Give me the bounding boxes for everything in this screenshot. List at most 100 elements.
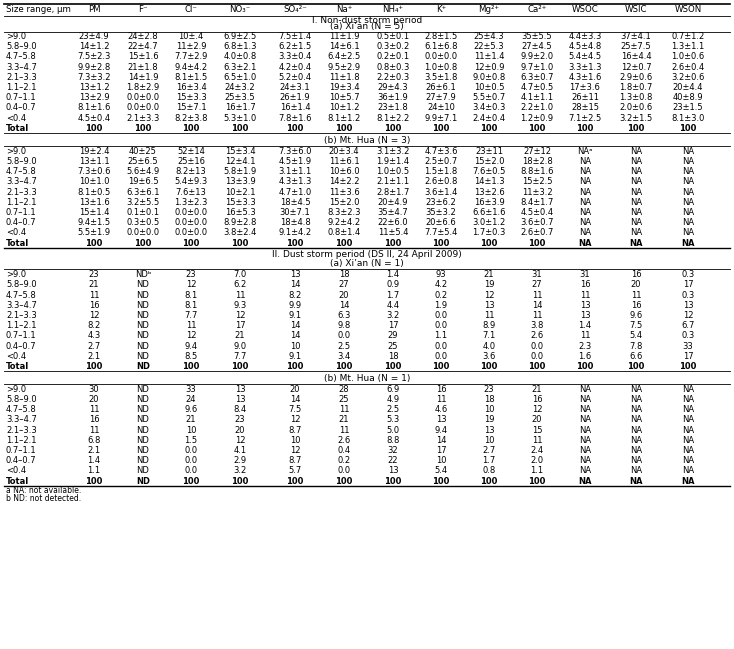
Text: 100: 100 (286, 124, 304, 133)
Text: 0.0: 0.0 (435, 341, 448, 350)
Text: NO₃⁻: NO₃⁻ (229, 5, 250, 14)
Text: 9.0±0.8: 9.0±0.8 (473, 73, 506, 82)
Text: 31: 31 (580, 270, 590, 279)
Text: 11: 11 (89, 405, 99, 414)
Text: 11: 11 (531, 311, 542, 320)
Text: 1.4: 1.4 (87, 456, 101, 465)
Text: 5.8±1.9: 5.8±1.9 (223, 167, 257, 176)
Text: 11±1.4: 11±1.4 (473, 53, 504, 62)
Text: 19±2.4: 19±2.4 (79, 147, 109, 156)
Text: 2.1±3.3: 2.1±3.3 (126, 114, 160, 123)
Text: 0.2: 0.2 (435, 291, 448, 299)
Text: NA: NA (579, 177, 591, 186)
Text: 2.6±0.4: 2.6±0.4 (672, 62, 705, 71)
Text: 8.1±3.0: 8.1±3.0 (672, 114, 705, 123)
Text: 8.4: 8.4 (233, 405, 247, 414)
Text: 3.2±5.5: 3.2±5.5 (126, 198, 159, 206)
Text: 100: 100 (528, 124, 545, 133)
Text: 17: 17 (436, 446, 446, 455)
Text: 10±1.2: 10±1.2 (329, 103, 359, 112)
Text: 1.3±0.8: 1.3±0.8 (619, 93, 653, 102)
Text: 1.1–2.1: 1.1–2.1 (6, 83, 37, 92)
Text: 100: 100 (335, 238, 353, 247)
Text: WSOC: WSOC (572, 5, 598, 14)
Text: 8.1±1.5: 8.1±1.5 (175, 73, 208, 82)
Text: 1.9±1.4: 1.9±1.4 (377, 157, 410, 166)
Text: 11: 11 (531, 291, 542, 299)
Text: 11±6.1: 11±6.1 (329, 157, 360, 166)
Text: 1.7±0.3: 1.7±0.3 (472, 228, 506, 238)
Text: 4.1±1.1: 4.1±1.1 (520, 93, 553, 102)
Text: NA: NA (682, 415, 694, 424)
Text: 8.1±2.2: 8.1±2.2 (377, 114, 410, 123)
Text: 1.1–2.1: 1.1–2.1 (6, 321, 37, 330)
Text: 8.7: 8.7 (288, 456, 302, 465)
Text: 26±1.9: 26±1.9 (280, 93, 310, 102)
Text: NDᵇ: NDᵇ (135, 270, 151, 279)
Text: 1.1: 1.1 (435, 331, 448, 340)
Text: 4.2: 4.2 (435, 280, 448, 289)
Text: 15±1.4: 15±1.4 (79, 208, 109, 217)
Text: Na⁺: Na⁺ (336, 5, 352, 14)
Text: >9.0: >9.0 (6, 270, 26, 279)
Text: 3.8: 3.8 (530, 321, 544, 330)
Text: 4.5±1.9: 4.5±1.9 (278, 157, 311, 166)
Text: 2.5: 2.5 (386, 405, 399, 414)
Text: 20±4.9: 20±4.9 (378, 198, 408, 206)
Text: NA: NA (682, 385, 694, 394)
Text: 100: 100 (432, 124, 450, 133)
Text: 13±3.9: 13±3.9 (225, 177, 255, 186)
Text: 26±11: 26±11 (571, 93, 599, 102)
Text: 17: 17 (683, 352, 694, 361)
Text: 4.5±0.4: 4.5±0.4 (78, 114, 111, 123)
Text: 27: 27 (338, 280, 349, 289)
Text: 5.8–9.0: 5.8–9.0 (6, 157, 37, 166)
Text: 0.0±0.0: 0.0±0.0 (424, 53, 457, 62)
Text: 3.8±2.4: 3.8±2.4 (223, 228, 257, 238)
Text: NA: NA (682, 198, 694, 206)
Text: 1.3±2.3: 1.3±2.3 (174, 198, 208, 206)
Text: 100: 100 (286, 238, 304, 247)
Text: ND: ND (136, 362, 150, 371)
Text: 8.1: 8.1 (184, 300, 197, 310)
Text: Total: Total (6, 124, 29, 133)
Text: 13: 13 (580, 311, 590, 320)
Text: 7.1±2.5: 7.1±2.5 (568, 114, 602, 123)
Text: NA: NA (630, 167, 642, 176)
Text: ND: ND (137, 385, 150, 394)
Text: 2.1: 2.1 (87, 352, 101, 361)
Text: ND: ND (137, 321, 150, 330)
Text: 4.7±3.6: 4.7±3.6 (424, 147, 458, 156)
Text: 2.1–3.3: 2.1–3.3 (6, 188, 37, 197)
Text: 10: 10 (484, 435, 494, 445)
Text: 11±3.2: 11±3.2 (522, 188, 552, 197)
Text: 10: 10 (290, 341, 300, 350)
Text: 21: 21 (484, 270, 494, 279)
Text: 3.0±1.2: 3.0±1.2 (473, 218, 506, 227)
Text: 5.2±0.4: 5.2±0.4 (278, 73, 311, 82)
Text: 37±4.1: 37±4.1 (621, 32, 651, 41)
Text: 8.9: 8.9 (482, 321, 495, 330)
Text: NA: NA (681, 476, 695, 485)
Text: 25±3.5: 25±3.5 (225, 93, 255, 102)
Text: 12±0.9: 12±0.9 (473, 62, 504, 71)
Text: 6.2: 6.2 (233, 280, 247, 289)
Text: 29±4.3: 29±4.3 (378, 83, 408, 92)
Text: NA: NA (630, 218, 642, 227)
Text: 0.3±0.2: 0.3±0.2 (377, 42, 410, 51)
Text: 1.4: 1.4 (578, 321, 592, 330)
Text: 21±1.8: 21±1.8 (128, 62, 159, 71)
Text: 9.9±7.1: 9.9±7.1 (424, 114, 457, 123)
Text: 1.2±0.9: 1.2±0.9 (520, 114, 553, 123)
Text: 2.7: 2.7 (87, 341, 101, 350)
Text: 29: 29 (388, 331, 399, 340)
Text: 6.4±2.5: 6.4±2.5 (327, 53, 360, 62)
Text: 0.7–1.1: 0.7–1.1 (6, 446, 37, 455)
Text: NA: NA (682, 228, 694, 238)
Text: 8.1: 8.1 (184, 291, 197, 299)
Text: 12: 12 (89, 311, 99, 320)
Text: 11±2.9: 11±2.9 (175, 42, 206, 51)
Text: 18±4.5: 18±4.5 (280, 198, 310, 206)
Text: 8.1±0.5: 8.1±0.5 (77, 188, 111, 197)
Text: 18: 18 (338, 270, 349, 279)
